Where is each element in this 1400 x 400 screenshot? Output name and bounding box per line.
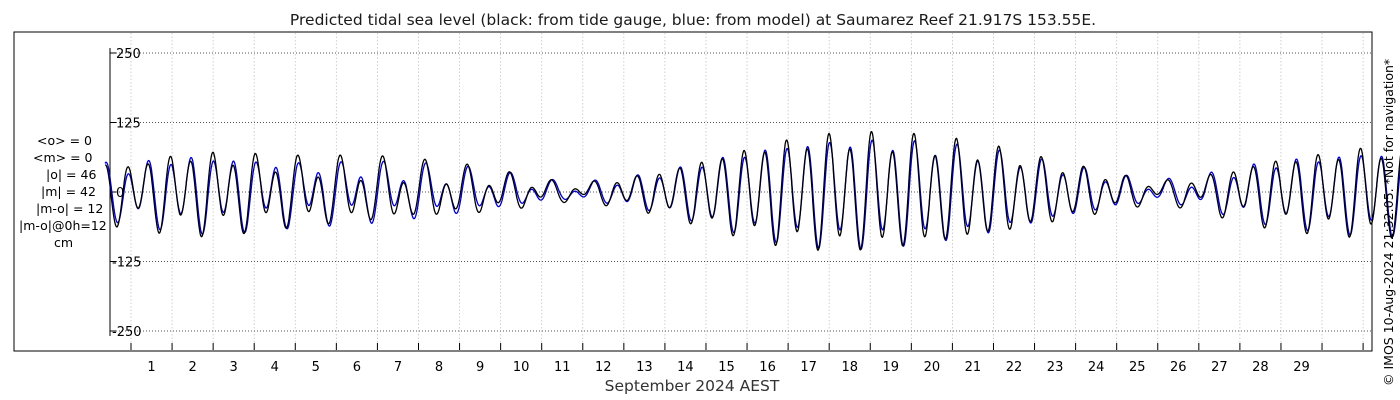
x-tick-label: 15 (718, 360, 735, 375)
x-tick-label: 26 (1170, 360, 1187, 375)
x-tick-label: 16 (759, 360, 776, 375)
x-tick-label: 10 (513, 360, 530, 375)
x-tick-label: 1 (147, 360, 155, 375)
x-tick-label: 2 (188, 360, 196, 375)
stat-abs-obs: |o| = 46 (46, 167, 97, 182)
grid (110, 33, 1371, 350)
gauge-line (104, 130, 1400, 251)
y-tick-label: 0 (116, 186, 124, 201)
x-tick-label: 21 (965, 360, 982, 375)
y-tick-label: 250 (116, 47, 141, 62)
x-tick-label: 19 (883, 360, 900, 375)
y-tick-label: -250 (112, 325, 142, 340)
stat-mean-obs: <o> = 0 (37, 133, 92, 148)
x-tick-label: 12 (595, 360, 612, 375)
y-tick-label: 125 (116, 117, 141, 132)
x-tick-label: 27 (1211, 360, 1228, 375)
x-tick-label: 14 (677, 360, 694, 375)
x-tick-label: 29 (1293, 360, 1310, 375)
x-tick-label: 6 (353, 360, 361, 375)
x-tick-label: 22 (1006, 360, 1023, 375)
x-tick-label: 7 (394, 360, 402, 375)
x-tick-label: 5 (312, 360, 320, 375)
series (104, 130, 1400, 251)
x-tick-label: 28 (1252, 360, 1269, 375)
x-tick-label: 13 (636, 360, 653, 375)
stat-abs-model: |m| = 42 (41, 184, 96, 199)
x-tick-label: 9 (476, 360, 484, 375)
stat-abs-diff-0h: |m-o|@0h=12 (19, 218, 107, 233)
x-tick-label: 3 (230, 360, 238, 375)
stat-mean-model: <m> = 0 (33, 150, 93, 165)
stat-unit: cm (54, 235, 74, 250)
x-tick-label: 25 (1129, 360, 1146, 375)
y-tick-label: -125 (112, 256, 142, 271)
x-tick-label: 8 (435, 360, 443, 375)
x-tick-label: 20 (924, 360, 941, 375)
chart-title: Predicted tidal sea level (black: from t… (290, 11, 1096, 29)
x-tick-label: 11 (554, 360, 571, 375)
x-tick-label: 24 (1088, 360, 1105, 375)
y-ticks: -250 -125 0 125 250 (110, 47, 142, 340)
side-note: © IMOS 10-Aug-2024 21:32:05. *Not for na… (1381, 59, 1396, 386)
x-axis-label: September 2024 AEST (605, 377, 780, 395)
x-tick-label: 23 (1047, 360, 1064, 375)
plot-frame (13, 31, 1373, 352)
stat-abs-diff: |m-o| = 12 (36, 201, 104, 216)
x-ticks: 1 2 3 4 5 6 7 8 9 10 11 12 13 14 15 16 17 18 19 20 21 22 23 24 2… (130, 343, 1364, 375)
x-tick-label: 17 (800, 360, 817, 375)
x-tick-label: 4 (271, 360, 279, 375)
x-tick-label: 18 (841, 360, 858, 375)
